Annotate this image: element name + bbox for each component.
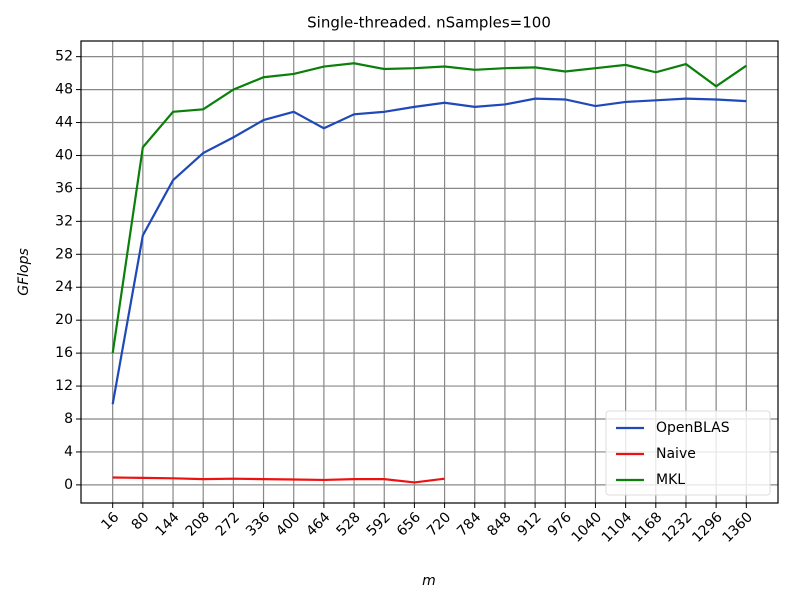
- chart-title: Single-threaded. nSamples=100: [307, 14, 551, 32]
- y-tick-label: 44: [55, 115, 73, 131]
- line-series: [111, 97, 747, 405]
- y-tick-label: 40: [55, 147, 73, 163]
- y-tick-label: 52: [55, 49, 73, 65]
- plot-frame: [80, 40, 779, 504]
- y-tick-label: 48: [55, 82, 73, 98]
- y-tick-label: 32: [55, 213, 73, 229]
- y-axis-label: GFlops: [16, 248, 32, 296]
- y-tick-label: 28: [55, 246, 73, 262]
- legend-label: MKL: [656, 472, 685, 488]
- y-tick-label: 24: [55, 279, 73, 295]
- x-axis-label: m: [422, 573, 436, 589]
- y-tick-label: 36: [55, 180, 73, 196]
- legend-box: [605, 410, 771, 496]
- y-tick-label: 16: [55, 345, 73, 361]
- line-series: [112, 476, 445, 484]
- y-tick-label: 4: [64, 444, 73, 460]
- line-series: [111, 62, 747, 354]
- y-tick-label: 20: [55, 312, 73, 328]
- legend-label: Naive: [656, 446, 696, 462]
- legend: OpenBLAS Naive MKL: [605, 410, 771, 496]
- y-tick-label: 8: [64, 411, 73, 427]
- y-tick-label: 12: [55, 378, 73, 394]
- y-tick-label: 0: [64, 477, 73, 493]
- legend-label: OpenBLAS: [656, 420, 730, 436]
